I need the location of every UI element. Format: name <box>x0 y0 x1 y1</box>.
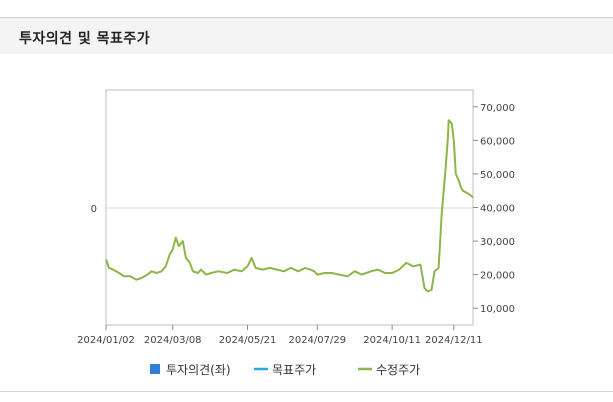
x-tick-label: 2024/07/29 <box>288 335 346 346</box>
legend-label: 투자의견(좌) <box>166 363 231 377</box>
x-tick-label: 2024/03/08 <box>144 335 202 346</box>
legend-label: 목표주가 <box>272 363 316 377</box>
x-axis: 2024/01/02 2024/03/08 2024/05/21 2024/07/29… <box>77 325 483 346</box>
panel-title: 투자의견 및 목표주가 <box>19 31 151 47</box>
right-tick-label: 60,000 <box>480 136 515 147</box>
x-tick-label: 2024/10/11 <box>363 335 421 346</box>
left-axis: 0 <box>91 204 97 215</box>
x-tick-label: 2024/12/11 <box>425 335 483 346</box>
x-tick-label: 2024/05/21 <box>219 335 277 346</box>
right-tick-label: 10,000 <box>480 304 515 315</box>
series-line <box>105 119 474 293</box>
right-tick-label: 50,000 <box>480 170 515 181</box>
panel-bottom-border <box>0 391 613 392</box>
legend-label: 수정주가 <box>376 363 420 377</box>
right-tick-label: 30,000 <box>480 237 515 248</box>
x-tick-label: 2024/01/02 <box>77 335 135 346</box>
panel-header: 투자의견 및 목표주가 <box>0 18 613 54</box>
left-tick-label: 0 <box>91 204 97 215</box>
right-tick-label: 70,000 <box>480 103 515 114</box>
right-tick-label: 20,000 <box>480 271 515 282</box>
legend-square-marker <box>150 364 160 374</box>
right-tick-label: 40,000 <box>480 204 515 215</box>
panel-top-border <box>0 17 613 18</box>
legend: 투자의견(좌) 목표주가 수정주가 <box>150 363 420 377</box>
series-layer <box>105 119 474 293</box>
right-axis: 10,000 20,000 30,000 40,000 50,000 60,000 70,0… <box>473 103 515 315</box>
